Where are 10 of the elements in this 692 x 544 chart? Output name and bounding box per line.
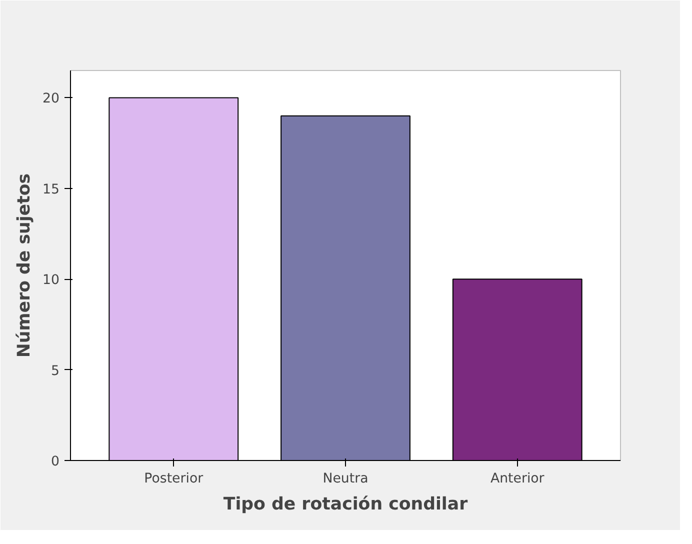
y-axis-title: Número de sujetos [14, 173, 35, 358]
x-tick-label: Neutra [322, 472, 368, 486]
x-tick-label: Anterior [490, 472, 545, 486]
x-tick-label: Posterior [144, 472, 204, 486]
y-tick-label: 0 [51, 454, 60, 470]
y-tick-label: 10 [42, 273, 60, 288]
y-tick-label: 5 [51, 364, 60, 379]
y-tick-label: 15 [42, 182, 60, 198]
x-axis-title: Tipo de rotación condilar [223, 494, 468, 514]
y-tick-label: 20 [42, 92, 60, 107]
